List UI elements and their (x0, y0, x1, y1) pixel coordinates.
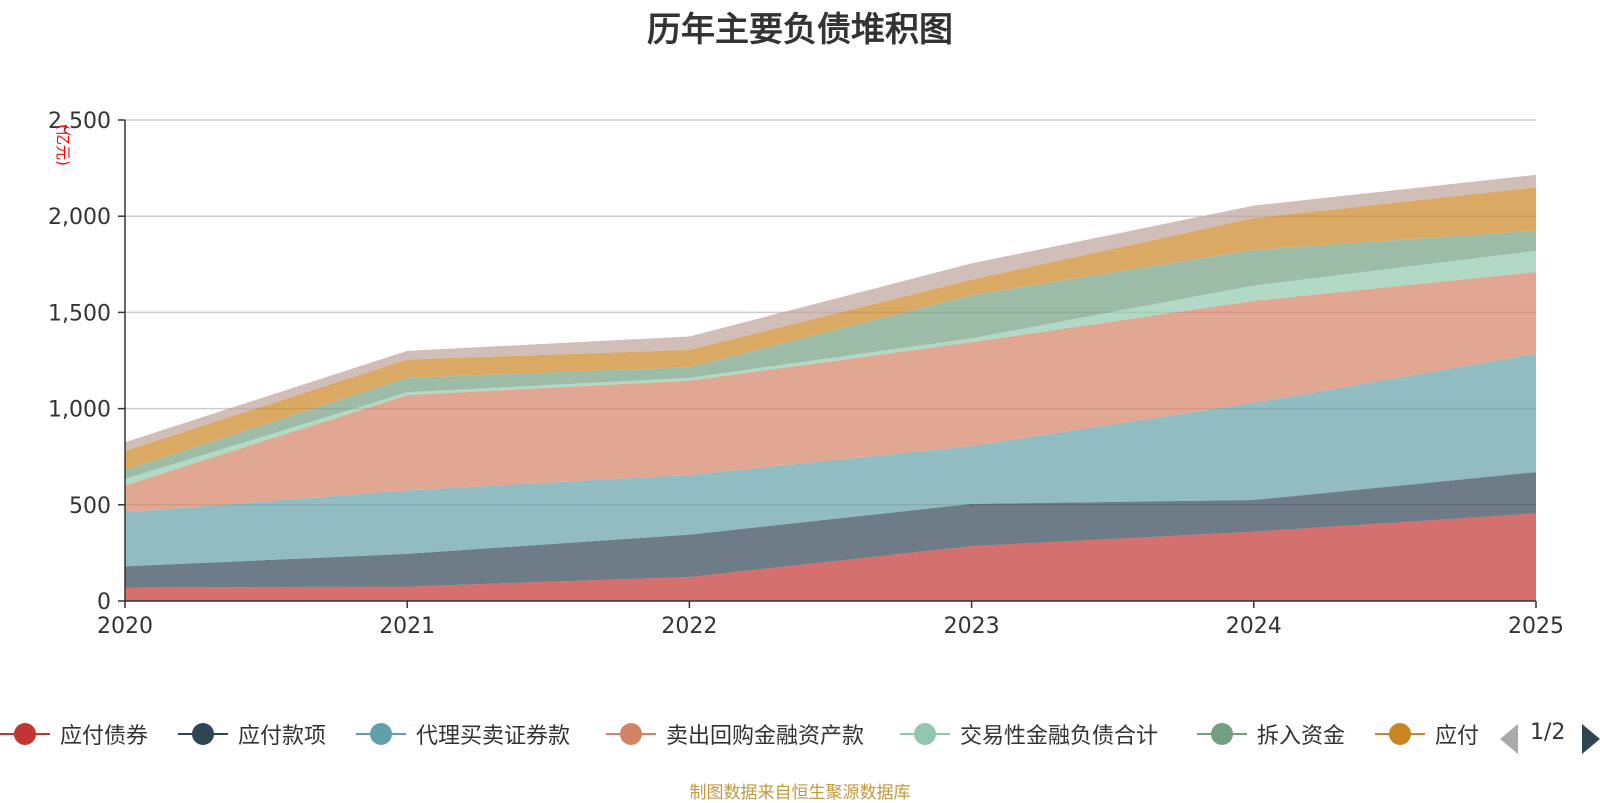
legend: 应付债券 应付款项 代理买卖证券款 卖出回购金融资产款 交易性金融负债合计 拆入资金 应付 (0, 716, 1600, 756)
y-tick-label: 1,500 (48, 301, 111, 326)
y-axis-unit-label: (亿元) (54, 124, 72, 166)
legend-item[interactable]: 应付 (1375, 716, 1479, 752)
x-tick-label: 2021 (379, 614, 435, 639)
area-series-6[interactable] (125, 187, 1536, 471)
legend-marker-icon (1197, 716, 1247, 752)
y-tick-label: 0 (97, 590, 111, 615)
x-tick-label: 2022 (661, 614, 717, 639)
legend-item[interactable]: 拆入资金 (1197, 716, 1345, 752)
y-tick-label: 500 (69, 494, 111, 519)
area-series-7[interactable] (125, 174, 1536, 451)
x-tick-label: 2024 (1226, 614, 1282, 639)
legend-label: 代理买卖证券款 (416, 724, 571, 749)
y-tick-label: 1,000 (48, 398, 111, 423)
y-tick-label: 2,500 (48, 109, 111, 134)
area-series-5[interactable] (125, 230, 1536, 479)
legend-marker-icon (356, 716, 406, 752)
area-series-2[interactable] (125, 353, 1536, 567)
legend-item[interactable]: 应付债券 (0, 716, 148, 752)
legend-item[interactable]: 应付款项 (178, 716, 326, 752)
legend-item[interactable]: 卖出回购金融资产款 (606, 716, 864, 752)
legend-marker-icon (606, 716, 656, 752)
source-note: 制图数据来自恒生聚源数据库 (689, 783, 911, 803)
legend-pager: 1/2 (1500, 720, 1600, 754)
legend-prev-page-icon[interactable] (1500, 724, 1518, 754)
legend-label: 交易性金融负债合计 (960, 724, 1159, 749)
legend-label: 应付债券 (60, 724, 149, 749)
y-tick-label: 2,000 (48, 205, 111, 230)
legend-label: 应付款项 (238, 724, 327, 749)
area-series-1[interactable] (125, 472, 1536, 588)
area-series-3[interactable] (125, 271, 1536, 513)
legend-label: 拆入资金 (1257, 724, 1346, 749)
legend-item[interactable]: 交易性金融负债合计 (900, 716, 1158, 752)
x-tick-label: 2020 (97, 614, 153, 639)
legend-label: 卖出回购金融资产款 (666, 724, 865, 749)
chart-title: 历年主要负债堆积图 (647, 10, 953, 50)
axes: 0 500 1,000 1,500 2,000 2,500 2020 2021 2022 2023… (48, 109, 1564, 639)
legend-item[interactable]: 代理买卖证券款 (356, 716, 570, 752)
x-tick-label: 2023 (944, 614, 1000, 639)
area-series (125, 174, 1536, 601)
legend-next-page-icon[interactable] (1582, 724, 1600, 754)
legend-page-indicator: 1/2 (1530, 720, 1566, 745)
legend-marker-icon (900, 716, 950, 752)
legend-label: 应付 (1435, 724, 1480, 749)
legend-marker-icon (178, 716, 228, 752)
legend-marker-icon (1375, 716, 1425, 752)
legend-marker-icon (0, 716, 50, 752)
x-tick-label: 2025 (1508, 614, 1564, 639)
area-series-4[interactable] (125, 250, 1536, 486)
area-series-0[interactable] (125, 513, 1536, 601)
